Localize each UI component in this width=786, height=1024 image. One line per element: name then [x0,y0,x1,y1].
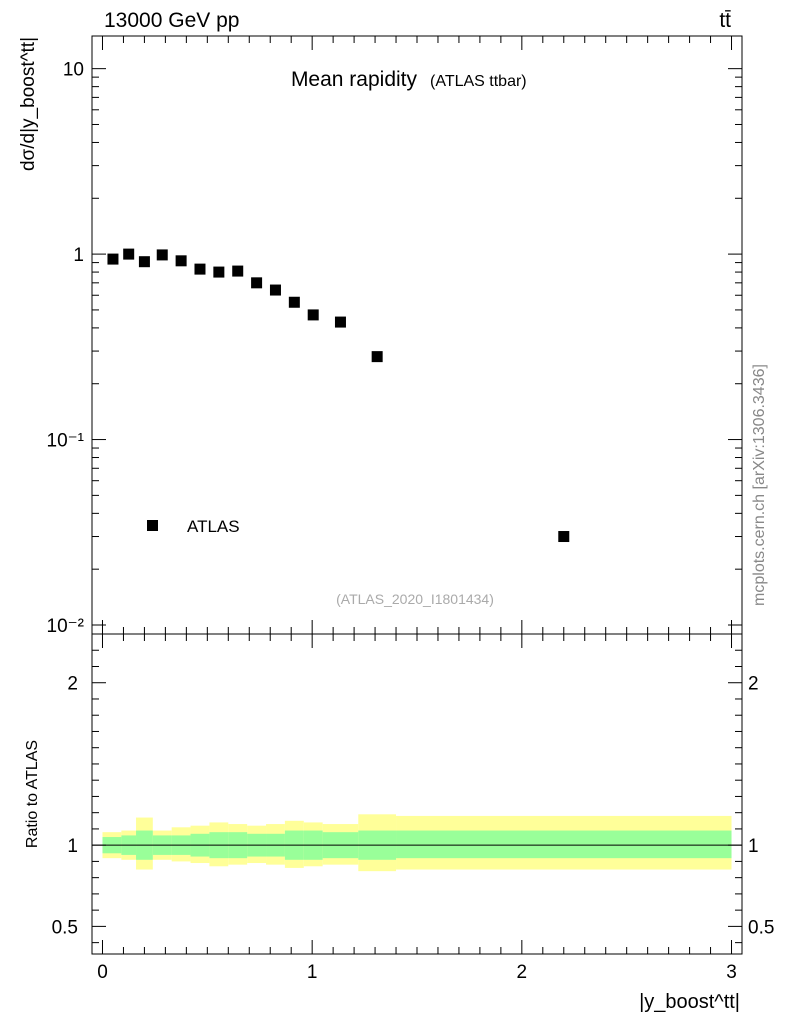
ratio-y-ticks: 0.5 0.5 1 1 2 2 [52,649,774,944]
data-point [371,351,383,363]
x-tick-label: 3 [726,962,737,983]
plot-title: Mean rapidity [291,68,418,91]
ratio-bands [102,814,732,872]
data-point [334,316,346,328]
main-y-ticks: 10⁻² 10⁻¹ 1 10 [47,60,742,637]
main-y-tick-label: 10⁻² [47,616,85,637]
ratio-inner-band [396,830,732,859]
main-y-axis-label: dσ/d|y_boost^tt| [18,37,39,171]
x-tick-label: 0 [97,962,108,983]
ratio-x-ticks: 0 1 2 3 [97,634,737,983]
x-axis-label: |y_boost^tt| [639,991,740,1013]
plot-subtitle: (ATLAS ttbar) [430,73,527,90]
data-point [175,255,187,267]
main-x-ticks [101,36,733,634]
data-point [156,249,168,261]
legend-marker [147,520,158,531]
ratio-y-tick-label-right: 0.5 [748,917,774,938]
x-tick-label: 2 [517,962,528,983]
main-y-tick-label: 10⁻¹ [47,431,85,452]
x-tick-label: 1 [307,962,318,983]
ratio-y-tick-label-right: 2 [748,674,759,695]
ratio-y-tick-label: 0.5 [52,917,78,938]
ratio-plot-frame [91,633,743,955]
ratio-plot-panel: 0.5 0.5 1 1 2 2 0 1 2 3 [52,633,774,983]
data-point [288,296,300,308]
analysis-id-label: (ATLAS_2020_I1801434) [336,591,494,607]
data-point [194,263,206,275]
data-point [138,256,150,268]
data-point [558,531,570,543]
data-point [213,266,225,278]
data-point [232,265,244,277]
data-point [123,248,135,260]
source-label: mcplots.cern.ch [arXiv:1306.3436] [751,364,768,606]
main-y-tick-label: 10 [63,60,84,81]
ratio-y-tick-label-right: 1 [748,836,759,857]
ratio-y-tick-label: 1 [67,836,78,857]
data-point [307,309,319,321]
main-plot-frame [91,35,743,635]
data-point [107,253,119,265]
data-point [269,284,281,296]
process-label: tt̄ [719,9,731,32]
main-y-tick-label: 1 [73,245,84,266]
data-point [251,277,263,289]
ratio-y-axis-label: Ratio to ATLAS [24,740,41,848]
data-points [107,248,570,543]
energy-label: 13000 GeV pp [104,9,239,32]
legend-label: ATLAS [187,517,240,536]
ratio-y-tick-label: 2 [67,674,78,695]
